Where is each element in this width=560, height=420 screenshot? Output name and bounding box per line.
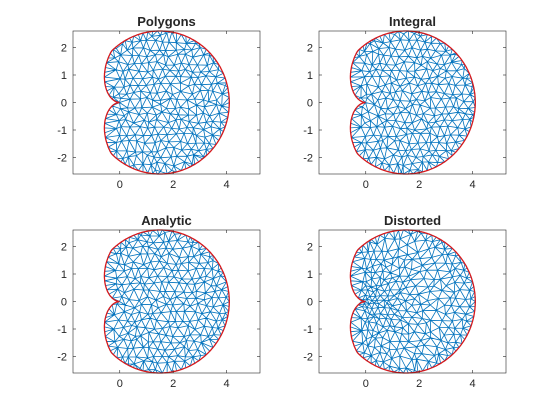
y-tick-label: -2	[57, 153, 67, 165]
y-tick-label: 2	[61, 242, 67, 254]
mesh-integral	[350, 30, 476, 175]
mesh-edges	[350, 229, 476, 374]
y-tick-label: 1	[61, 269, 67, 281]
mesh-distorted	[350, 229, 476, 374]
y-tick-label: 2	[307, 43, 313, 55]
x-tick-label: 0	[363, 179, 369, 191]
subplot-polygons: 0 2 4 -2 -1 0 1 2 Polygons	[57, 14, 261, 191]
subplot-title: Analytic	[141, 213, 192, 228]
x-tick-label: 4	[224, 179, 230, 191]
subplot-distorted: 0 2 4 -2 -1 0 1 2 Distorted	[303, 213, 507, 390]
y-tick-label: 0	[61, 98, 67, 110]
y-tick-label: -1	[303, 324, 313, 336]
x-tick-label: 0	[363, 378, 369, 390]
subplot-analytic: 0 2 4 -2 -1 0 1 2 Analytic	[57, 213, 261, 390]
subplot-title: Integral	[389, 14, 436, 29]
y-tick-label: 0	[307, 98, 313, 110]
y-tick-label: -1	[57, 125, 67, 137]
mesh-analytic	[104, 229, 230, 374]
x-tick-label: 2	[170, 179, 176, 191]
x-tick-label: 4	[224, 378, 230, 390]
y-tick-label: -1	[303, 125, 313, 137]
y-tick-label: 2	[307, 242, 313, 254]
mesh-edges	[104, 229, 230, 374]
axes-box	[318, 30, 507, 175]
y-tick-label: -2	[303, 352, 313, 364]
geometry-boundary	[103, 30, 230, 175]
x-tick-label: 0	[117, 179, 123, 191]
axes-box	[318, 229, 507, 374]
x-tick-label: 4	[470, 179, 476, 191]
y-tick-label: 1	[307, 269, 313, 281]
subplot-title: Distorted	[384, 213, 441, 228]
y-tick-label: -2	[57, 352, 67, 364]
mesh-polygons	[104, 30, 230, 175]
y-tick-label: 0	[61, 297, 67, 309]
y-tick-label: 2	[61, 43, 67, 55]
axes-box	[72, 229, 261, 374]
x-tick-label: 2	[170, 378, 176, 390]
geometry-boundary	[103, 229, 230, 374]
x-tick-label: 0	[117, 378, 123, 390]
x-tick-label: 4	[470, 378, 476, 390]
x-tick-label: 2	[416, 378, 422, 390]
y-tick-label: 1	[307, 70, 313, 82]
subplot-integral: 0 2 4 -2 -1 0 1 2 Integral	[303, 14, 507, 191]
mesh-edges	[350, 30, 476, 175]
geometry-boundary	[349, 229, 476, 374]
x-tick-label: 2	[416, 179, 422, 191]
y-tick-label: -2	[303, 153, 313, 165]
y-tick-label: 1	[61, 70, 67, 82]
mesh-edges	[104, 30, 230, 175]
y-tick-label: -1	[57, 324, 67, 336]
subplot-title: Polygons	[137, 14, 196, 29]
geometry-boundary	[349, 30, 476, 175]
y-tick-label: 0	[307, 297, 313, 309]
